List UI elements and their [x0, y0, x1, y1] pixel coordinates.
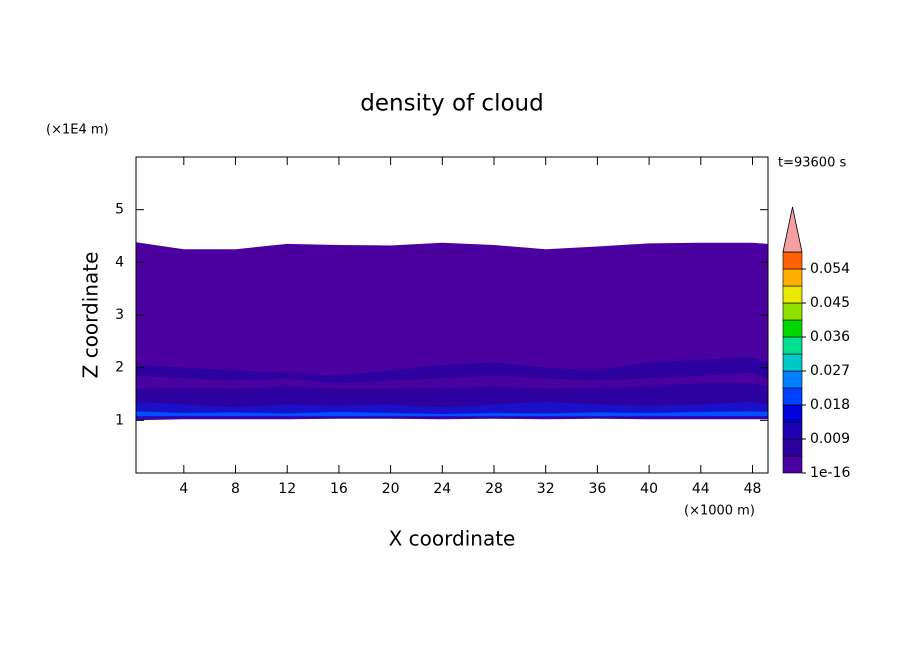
- y-axis-label: Z coordinate: [79, 252, 103, 379]
- colorbar-box: [782, 336, 803, 355]
- colorbar-box: [782, 455, 803, 474]
- x-tick-label: 24: [433, 481, 451, 497]
- x-tick-label: 36: [588, 481, 606, 497]
- x-unit: (×1000 m): [684, 504, 755, 519]
- contour-band: [136, 372, 768, 389]
- x-axis-label: X coordinate: [389, 527, 516, 551]
- y-tick-label: 4: [115, 254, 124, 270]
- x-tick-label: 12: [278, 481, 296, 497]
- colorbar-box: [782, 285, 803, 304]
- x-tick-label: 44: [692, 481, 710, 497]
- colorbar-box: [782, 353, 803, 372]
- x-tick-label: 28: [485, 481, 503, 497]
- colorbar-tick-label: 0.045: [810, 295, 850, 311]
- colorbar-box: [782, 404, 803, 423]
- colorbar-tick-label: 0.054: [810, 261, 850, 277]
- x-tick-label: 16: [330, 481, 348, 497]
- y-tick-label: 5: [115, 202, 124, 218]
- colorbar-box: [782, 268, 803, 287]
- y-tick-label: 1: [115, 412, 124, 428]
- colorbar-tick-label: 0.036: [810, 329, 850, 345]
- colorbar-tick-label: 1e-16: [810, 465, 850, 481]
- colorbar-box: [782, 251, 803, 270]
- colorbar-tick-label: 0.009: [810, 431, 850, 447]
- x-tick-label: 48: [744, 481, 762, 497]
- colorbar-box: [782, 370, 803, 389]
- x-tick-label: 40: [640, 481, 658, 497]
- colorbar-box: [782, 319, 803, 338]
- contour-band: [136, 357, 768, 418]
- time-annotation: t=93600 s: [778, 156, 846, 171]
- colorbar-box: [782, 438, 803, 457]
- contour-band: [136, 411, 768, 417]
- y-tick-label: 2: [115, 360, 124, 376]
- colorbar-extension: [782, 206, 803, 253]
- x-tick-label: 20: [382, 481, 400, 497]
- colorbar-tick-label: 0.027: [810, 363, 850, 379]
- y-unit: (×1E4 m): [46, 123, 109, 138]
- colorbar-tick-label: 0.018: [810, 397, 850, 413]
- colorbar-box: [782, 387, 803, 406]
- y-tick-label: 3: [115, 307, 124, 323]
- x-tick-label: 32: [537, 481, 555, 497]
- colorbar-box: [782, 302, 803, 321]
- contour-fields: [136, 242, 768, 421]
- x-tick-label: 8: [231, 481, 240, 497]
- colorbar-box: [782, 421, 803, 440]
- chart-title: density of cloud: [360, 91, 543, 117]
- x-tick-label: 4: [179, 481, 188, 497]
